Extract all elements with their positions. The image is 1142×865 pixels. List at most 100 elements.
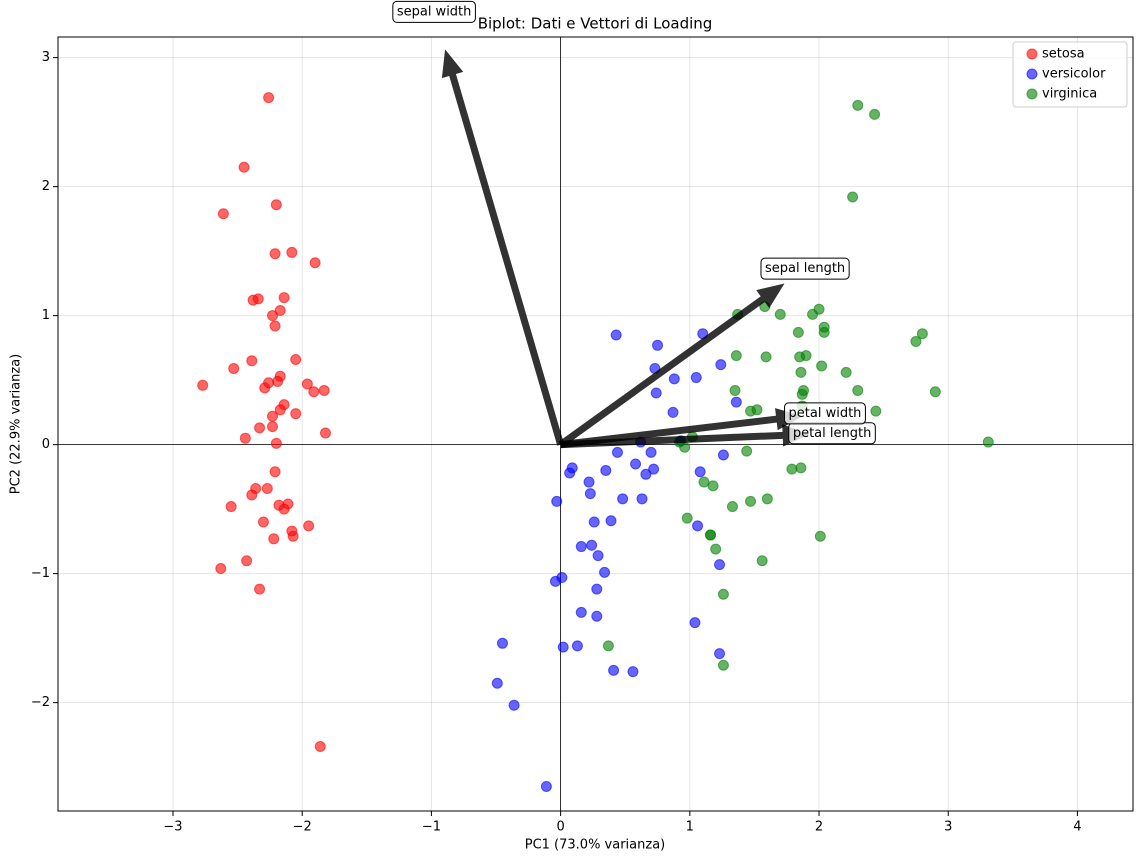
point: [916, 328, 928, 340]
arrow-head: [441, 49, 464, 79]
point: [278, 292, 290, 304]
point: [690, 372, 702, 384]
point: [760, 351, 772, 363]
point: [287, 530, 299, 542]
point: [636, 493, 648, 505]
point: [557, 641, 569, 653]
arrow-label: petal length: [793, 426, 872, 441]
label-box: [784, 402, 866, 425]
point: [816, 360, 828, 372]
point: [813, 303, 825, 315]
point: [681, 512, 693, 524]
point: [241, 555, 253, 567]
x-tick-label: −2: [293, 820, 312, 835]
point: [800, 350, 812, 362]
arrow-label: petal width: [789, 406, 862, 421]
arrow-shaft: [448, 73, 564, 446]
point: [247, 294, 259, 306]
point: [818, 326, 830, 338]
legend-marker: [1026, 48, 1038, 60]
point: [741, 445, 753, 457]
point: [286, 246, 298, 258]
point: [549, 575, 561, 587]
loading-arrow: [558, 283, 785, 448]
point: [910, 335, 922, 347]
point: [692, 520, 704, 532]
point: [491, 677, 503, 689]
point: [717, 449, 729, 461]
point: [575, 606, 587, 618]
point: [314, 741, 326, 752]
point: [645, 446, 657, 458]
point: [729, 384, 741, 396]
point: [667, 406, 679, 418]
point: [710, 543, 722, 555]
point: [730, 396, 742, 408]
point: [274, 404, 286, 416]
point: [301, 378, 313, 390]
point: [756, 555, 768, 567]
point: [650, 387, 662, 399]
point: [228, 363, 240, 375]
point: [869, 108, 881, 120]
arrow-label: sepal length: [765, 261, 845, 276]
x-tick-label: −1: [422, 820, 441, 835]
point: [751, 404, 763, 416]
point: [627, 666, 639, 678]
point: [795, 366, 807, 378]
legend-box: [1012, 41, 1128, 108]
point: [290, 408, 302, 420]
x-tick-label: −3: [163, 820, 182, 835]
point: [726, 501, 738, 513]
chart-title: Biplot: Dati e Vettori di Loading: [478, 15, 713, 33]
point: [761, 493, 773, 505]
point: [270, 437, 282, 449]
y-tick-label: 1: [42, 308, 50, 323]
legend-label: versicolor: [1042, 67, 1106, 82]
point: [605, 515, 617, 527]
point: [704, 529, 716, 541]
point: [717, 588, 729, 600]
point: [929, 386, 941, 398]
point: [591, 583, 603, 595]
point: [551, 495, 563, 507]
point: [318, 384, 330, 396]
point: [575, 541, 587, 553]
point: [197, 379, 209, 391]
loading-arrow: [441, 49, 564, 446]
point: [652, 339, 664, 351]
legend-marker: [1026, 88, 1038, 100]
point: [640, 468, 652, 480]
x-tick-label: 0: [556, 820, 564, 835]
point: [717, 659, 729, 671]
point: [540, 780, 552, 792]
point: [648, 463, 660, 475]
point: [571, 640, 583, 652]
point: [238, 161, 250, 173]
point: [266, 421, 278, 433]
point: [215, 562, 227, 574]
point: [274, 304, 286, 316]
x-tick-label: 4: [1073, 820, 1081, 835]
point: [679, 441, 691, 453]
point: [707, 480, 719, 492]
point: [239, 432, 251, 444]
y-tick-label: −1: [31, 566, 50, 581]
point: [840, 366, 852, 378]
point: [694, 466, 706, 478]
point: [715, 359, 727, 371]
point: [608, 664, 620, 676]
point: [269, 248, 281, 260]
point: [270, 199, 282, 211]
point: [319, 427, 331, 439]
plot-frame: [57, 36, 1134, 812]
label-box: [392, 0, 476, 23]
x-tick-label: 1: [686, 820, 694, 835]
arrow-shaft: [560, 415, 778, 449]
point: [698, 476, 710, 488]
point: [588, 516, 600, 528]
point: [786, 463, 798, 475]
point: [586, 539, 598, 551]
